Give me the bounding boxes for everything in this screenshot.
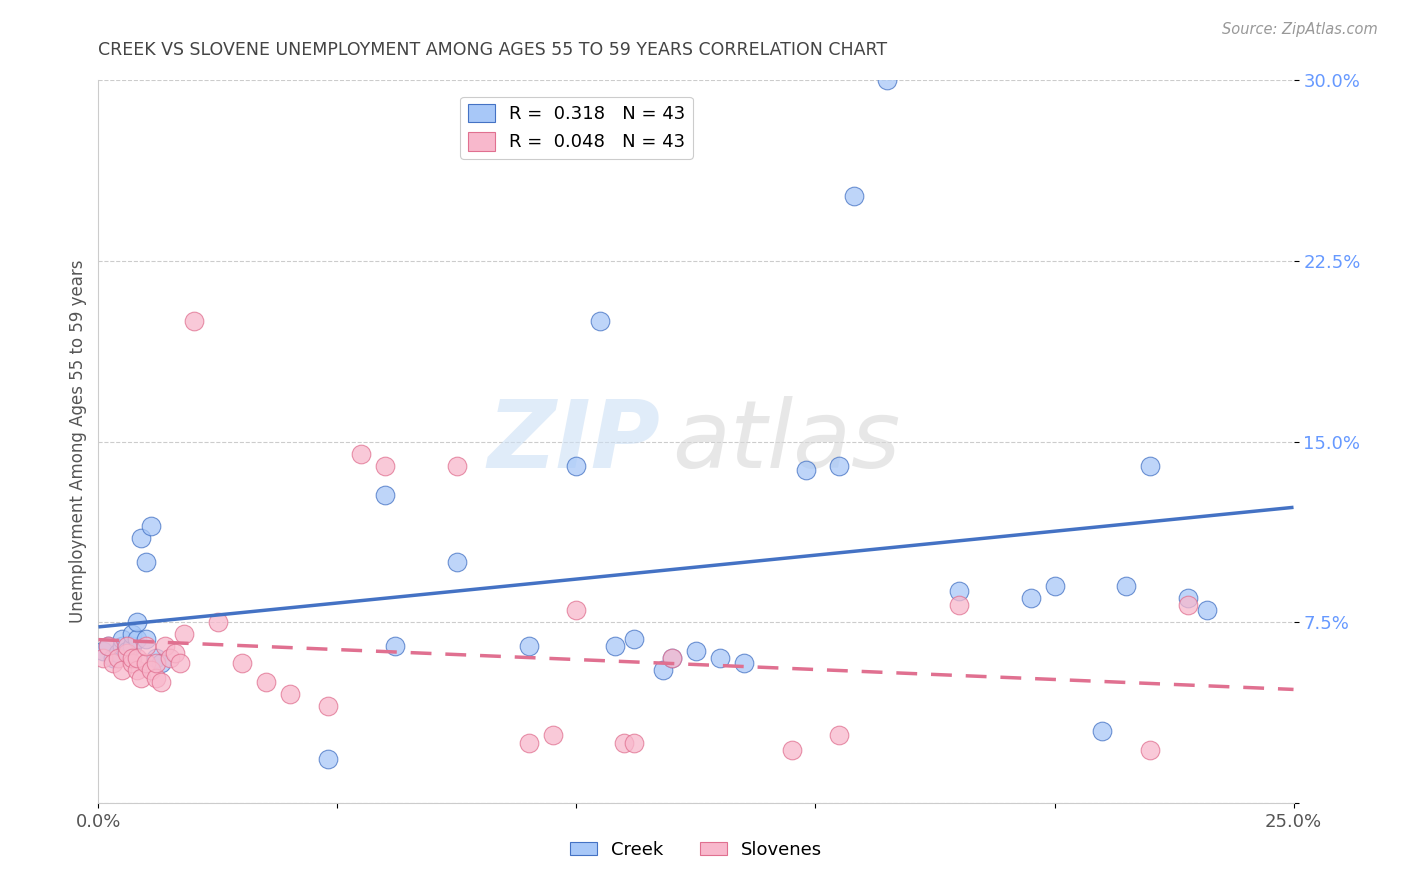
Y-axis label: Unemployment Among Ages 55 to 59 years: Unemployment Among Ages 55 to 59 years	[69, 260, 87, 624]
Point	[207, 615, 229, 630]
Point	[685, 644, 707, 658]
Point	[125, 632, 148, 646]
Point	[97, 639, 120, 653]
Legend: Creek, Slovenes: Creek, Slovenes	[562, 834, 830, 866]
Point	[115, 644, 138, 658]
Point	[121, 656, 143, 670]
Point	[91, 651, 114, 665]
Point	[125, 651, 148, 665]
Point	[1115, 579, 1137, 593]
Point	[1177, 591, 1199, 605]
Point	[125, 664, 148, 678]
Point	[1197, 603, 1219, 617]
Text: atlas: atlas	[672, 396, 900, 487]
Point	[101, 651, 124, 665]
Point	[828, 458, 851, 473]
Point	[828, 728, 851, 742]
Point	[145, 656, 167, 670]
Point	[97, 639, 120, 653]
Point	[1043, 579, 1066, 593]
Point	[111, 664, 134, 678]
Point	[111, 632, 134, 646]
Point	[139, 664, 162, 678]
Text: Source: ZipAtlas.com: Source: ZipAtlas.com	[1222, 22, 1378, 37]
Point	[709, 651, 731, 665]
Point	[183, 314, 205, 328]
Point	[1139, 743, 1161, 757]
Point	[1139, 458, 1161, 473]
Point	[135, 632, 157, 646]
Point	[541, 728, 564, 742]
Point	[145, 671, 167, 685]
Point	[135, 639, 157, 653]
Point	[651, 664, 673, 678]
Point	[517, 735, 540, 749]
Point	[91, 644, 114, 658]
Point	[948, 599, 970, 613]
Point	[316, 752, 339, 766]
Point	[603, 639, 626, 653]
Point	[121, 627, 143, 641]
Point	[1177, 599, 1199, 613]
Point	[661, 651, 683, 665]
Point	[589, 314, 612, 328]
Point	[101, 656, 124, 670]
Point	[565, 603, 588, 617]
Point	[121, 639, 143, 653]
Point	[374, 458, 396, 473]
Point	[374, 487, 396, 501]
Point	[121, 651, 143, 665]
Point	[1019, 591, 1042, 605]
Point	[384, 639, 406, 653]
Point	[169, 656, 191, 670]
Point	[780, 743, 803, 757]
Point	[145, 651, 167, 665]
Point	[163, 647, 186, 661]
Point	[446, 458, 468, 473]
Point	[125, 615, 148, 630]
Point	[107, 651, 129, 665]
Point	[115, 639, 138, 653]
Point	[135, 656, 157, 670]
Point	[149, 656, 172, 670]
Point	[446, 555, 468, 569]
Point	[517, 639, 540, 653]
Point	[794, 463, 817, 477]
Point	[613, 735, 636, 749]
Point	[107, 647, 129, 661]
Point	[173, 627, 195, 641]
Point	[159, 651, 181, 665]
Point	[733, 656, 755, 670]
Point	[139, 518, 162, 533]
Point	[1091, 723, 1114, 738]
Point	[135, 555, 157, 569]
Point	[842, 189, 865, 203]
Point	[350, 446, 373, 460]
Point	[565, 458, 588, 473]
Point	[316, 699, 339, 714]
Text: ZIP: ZIP	[488, 395, 661, 488]
Point	[131, 531, 153, 545]
Point	[254, 675, 277, 690]
Point	[623, 735, 645, 749]
Point	[155, 639, 177, 653]
Point	[278, 687, 301, 701]
Point	[115, 647, 138, 661]
Point	[948, 583, 970, 598]
Point	[131, 671, 153, 685]
Point	[149, 675, 172, 690]
Text: CREEK VS SLOVENE UNEMPLOYMENT AMONG AGES 55 TO 59 YEARS CORRELATION CHART: CREEK VS SLOVENE UNEMPLOYMENT AMONG AGES…	[98, 41, 887, 59]
Point	[661, 651, 683, 665]
Point	[111, 639, 134, 653]
Point	[231, 656, 253, 670]
Point	[876, 73, 898, 87]
Point	[623, 632, 645, 646]
